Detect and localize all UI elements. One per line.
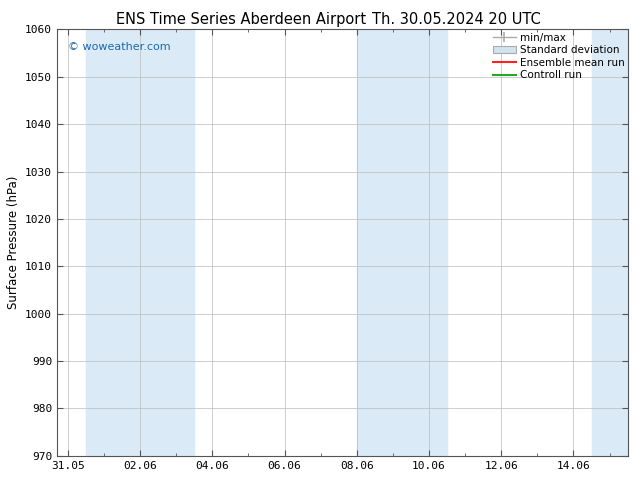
Legend: min/max, Standard deviation, Ensemble mean run, Controll run: min/max, Standard deviation, Ensemble me… xyxy=(493,32,624,80)
Bar xyxy=(357,29,393,456)
Text: ENS Time Series Aberdeen Airport: ENS Time Series Aberdeen Airport xyxy=(116,12,366,27)
Text: © woweather.com: © woweather.com xyxy=(68,42,171,52)
Bar xyxy=(158,29,194,456)
Text: Th. 30.05.2024 20 UTC: Th. 30.05.2024 20 UTC xyxy=(372,12,541,27)
Y-axis label: Surface Pressure (hPa): Surface Pressure (hPa) xyxy=(6,176,20,309)
Bar xyxy=(592,29,628,456)
Bar xyxy=(86,29,158,456)
Bar xyxy=(393,29,447,456)
